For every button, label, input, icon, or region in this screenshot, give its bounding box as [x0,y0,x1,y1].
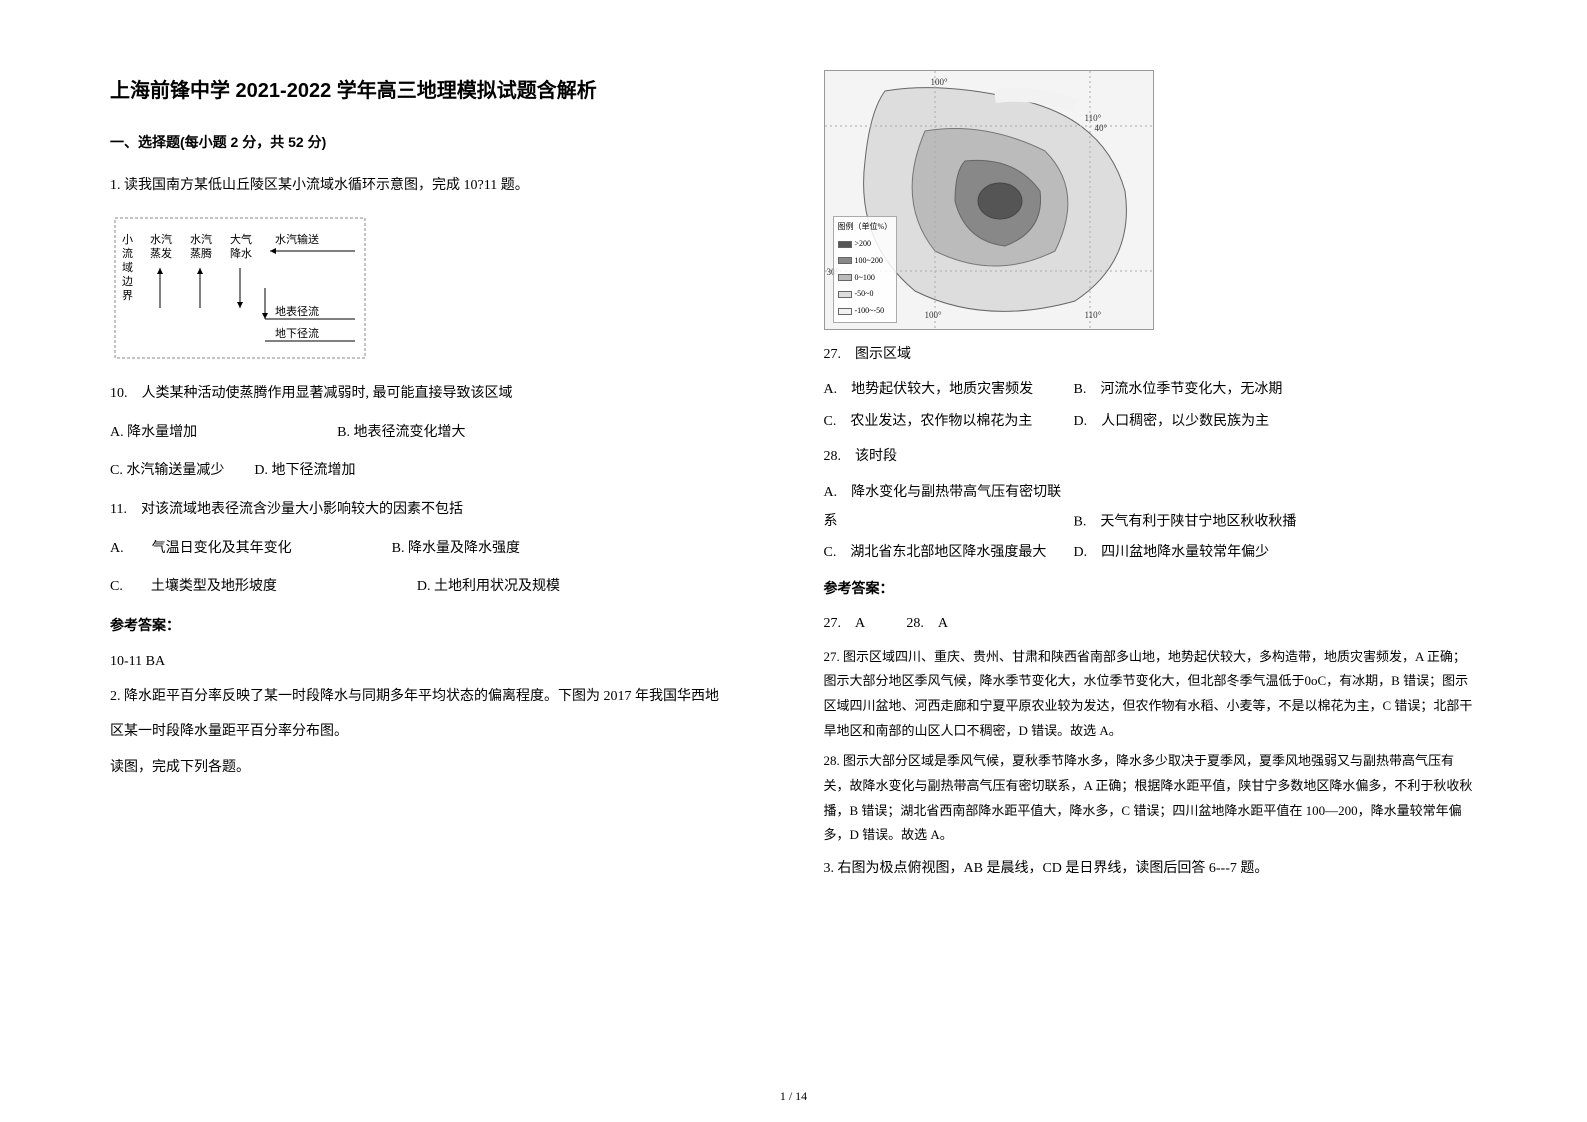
q11-cd: C. 土壤类型及地形坡度D. 土地利用状况及规模 [110,572,764,601]
svg-text:流: 流 [122,246,133,260]
svg-text:域: 域 [122,261,133,274]
svg-text:水汽: 水汽 [190,232,212,246]
answer-head-1: 参考答案： [110,611,764,640]
svg-text:水汽输送: 水汽输送 [275,232,319,246]
q28-cd: C. 湖北省东北部地区降水强度最大D. 四川盆地降水量较常年偏少 [824,538,1478,567]
svg-text:大气: 大气 [230,232,252,246]
q28-ab: A. 降水变化与副热带高气压有密切联系B. 天气有利于陕甘宁地区秋收秋播 [824,478,1478,537]
q10-stem: 10. 人类某种活动使蒸腾作用显著减弱时, 最可能直接导致该区域 [110,379,764,408]
svg-text:边: 边 [122,275,133,288]
q27-ab: A. 地势起伏较大，地质灾害频发B. 河流水位季节变化大，无冰期 [824,375,1478,404]
svg-text:水汽: 水汽 [150,232,172,246]
answer-2: 27. A 28. A [824,609,1478,638]
svg-text:地表径流: 地表径流 [275,304,319,318]
q27-stem: 27. 图示区域 [824,340,1478,369]
q3-stem: 3. 右图为极点俯视图，AB 是晨线，CD 是日界线，读图后回答 6---7 题… [824,854,1478,883]
q10-ab: A. 降水量增加B. 地表径流变化增大 [110,418,764,447]
answer-1: 10-11 BA [110,647,764,676]
q28-stem: 28. 该时段 [824,442,1478,471]
page-title: 上海前锋中学 2021-2022 学年高三地理模拟试题含解析 [110,70,764,112]
map-legend: 图例（单位%） >200100~2000~100-50~0-100~-50 [833,216,898,323]
q2-stem-1: 2. 降水距平百分率反映了某一时段降水与同期多年平均状态的偏离程度。下图为 20… [110,682,764,711]
q2-stem-3: 读图，完成下列各题。 [110,753,764,782]
svg-text:蒸发: 蒸发 [150,246,172,260]
svg-text:界: 界 [122,289,133,302]
q2-stem-2: 区某一时段降水量距平百分率分布图。 [110,717,764,746]
page-number: 1 / 14 [780,1089,807,1104]
q10-cd: C. 水汽输送量减少D. 地下径流增加 [110,456,764,485]
exp28: 28. 图示大部分区域是季风气候，夏秋季节降水多，降水多少取决于夏季风，夏季风地… [824,749,1478,848]
q11-stem: 11. 对该流域地表径流含沙量大小影响较大的因素不包括 [110,495,764,524]
svg-text:降水: 降水 [230,246,252,260]
svg-text:蒸腾: 蒸腾 [190,246,212,260]
diag-left-label: 小 [122,233,133,246]
exp27: 27. 图示区域四川、重庆、贵州、甘肃和陕西省南部多山地，地势起伏较大，多构造带… [824,645,1478,744]
svg-text:地下径流: 地下径流 [275,326,319,340]
precip-anomaly-map: 100° 110° 30° 40° 110° 100° 图例（单位%） >200… [824,70,1154,330]
water-cycle-diagram: 小 流 域 边 界 水汽蒸发 水汽蒸腾 大气降水 水汽输送 地表径流 地下径流 [110,213,370,363]
answer-head-2: 参考答案： [824,574,1478,603]
q27-cd: C. 农业发达，农作物以棉花为主D. 人口稠密，以少数民族为主 [824,407,1478,436]
q1-stem: 1. 读我国南方某低山丘陵区某小流域水循环示意图，完成 10?11 题。 [110,171,764,200]
section-heading: 一、选择题(每小题 2 分，共 52 分) [110,128,764,157]
q11-ab: A. 气温日变化及其年变化B. 降水量及降水强度 [110,534,764,563]
